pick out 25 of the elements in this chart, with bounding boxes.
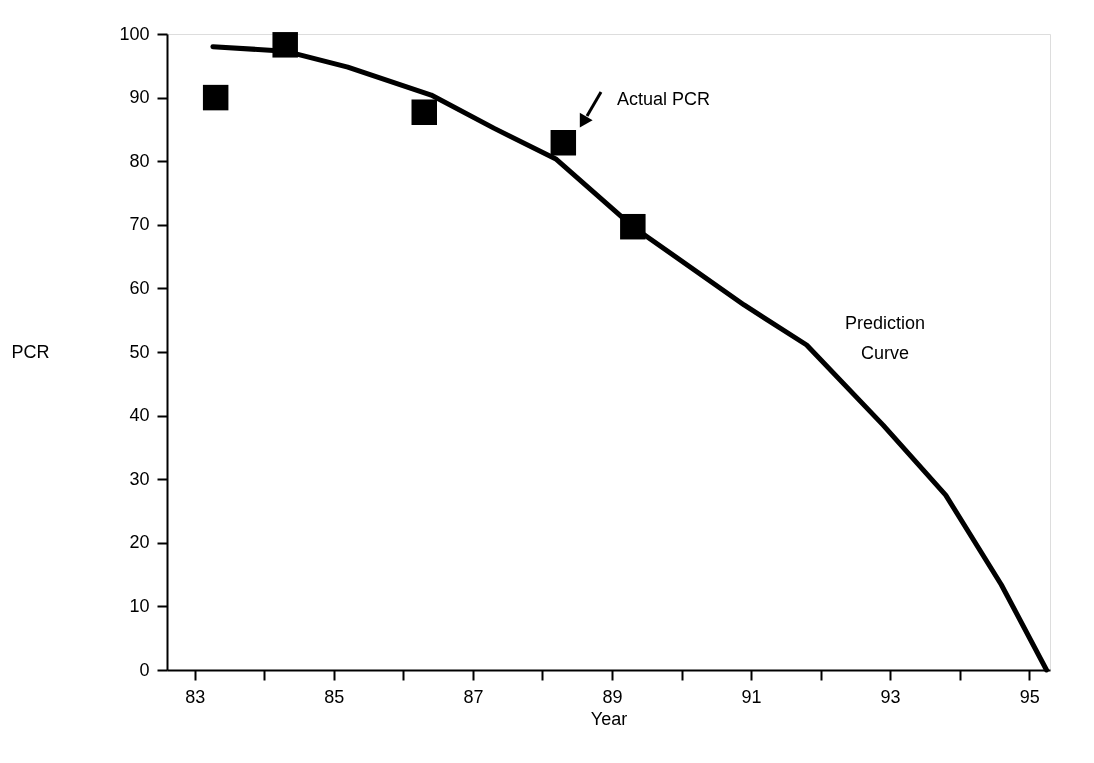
x-axis-title: Year bbox=[590, 708, 628, 729]
x-tick-label: 85 bbox=[324, 686, 345, 707]
y-tick-label: 100 bbox=[119, 23, 150, 44]
y-tick-label: 20 bbox=[129, 532, 150, 553]
x-tick-label: 83 bbox=[185, 686, 206, 707]
x-tick-label: 95 bbox=[1019, 686, 1040, 707]
x-tick-label: 89 bbox=[602, 686, 623, 707]
y-axis-title: PCR bbox=[11, 341, 50, 362]
y-tick-label: 90 bbox=[129, 87, 150, 108]
annotation: Prediction Curve bbox=[844, 313, 926, 363]
annotation: Actual PCR bbox=[617, 89, 711, 109]
x-tick-label: 93 bbox=[880, 686, 901, 707]
point bbox=[202, 84, 229, 111]
x-tick-label: 91 bbox=[741, 686, 762, 707]
y-tick-label: 40 bbox=[129, 405, 150, 426]
y-tick-label: 10 bbox=[129, 595, 150, 616]
y-tick-label: 0 bbox=[139, 659, 150, 680]
point bbox=[550, 130, 577, 156]
y-tick-label: 80 bbox=[129, 150, 150, 171]
y-tick-label: 50 bbox=[129, 341, 150, 362]
y-tick-label: 70 bbox=[129, 214, 150, 235]
point bbox=[411, 99, 437, 125]
y-tick-label: 30 bbox=[129, 468, 150, 489]
y-tick-label: 60 bbox=[129, 277, 150, 298]
x-tick-label: 87 bbox=[463, 686, 484, 707]
